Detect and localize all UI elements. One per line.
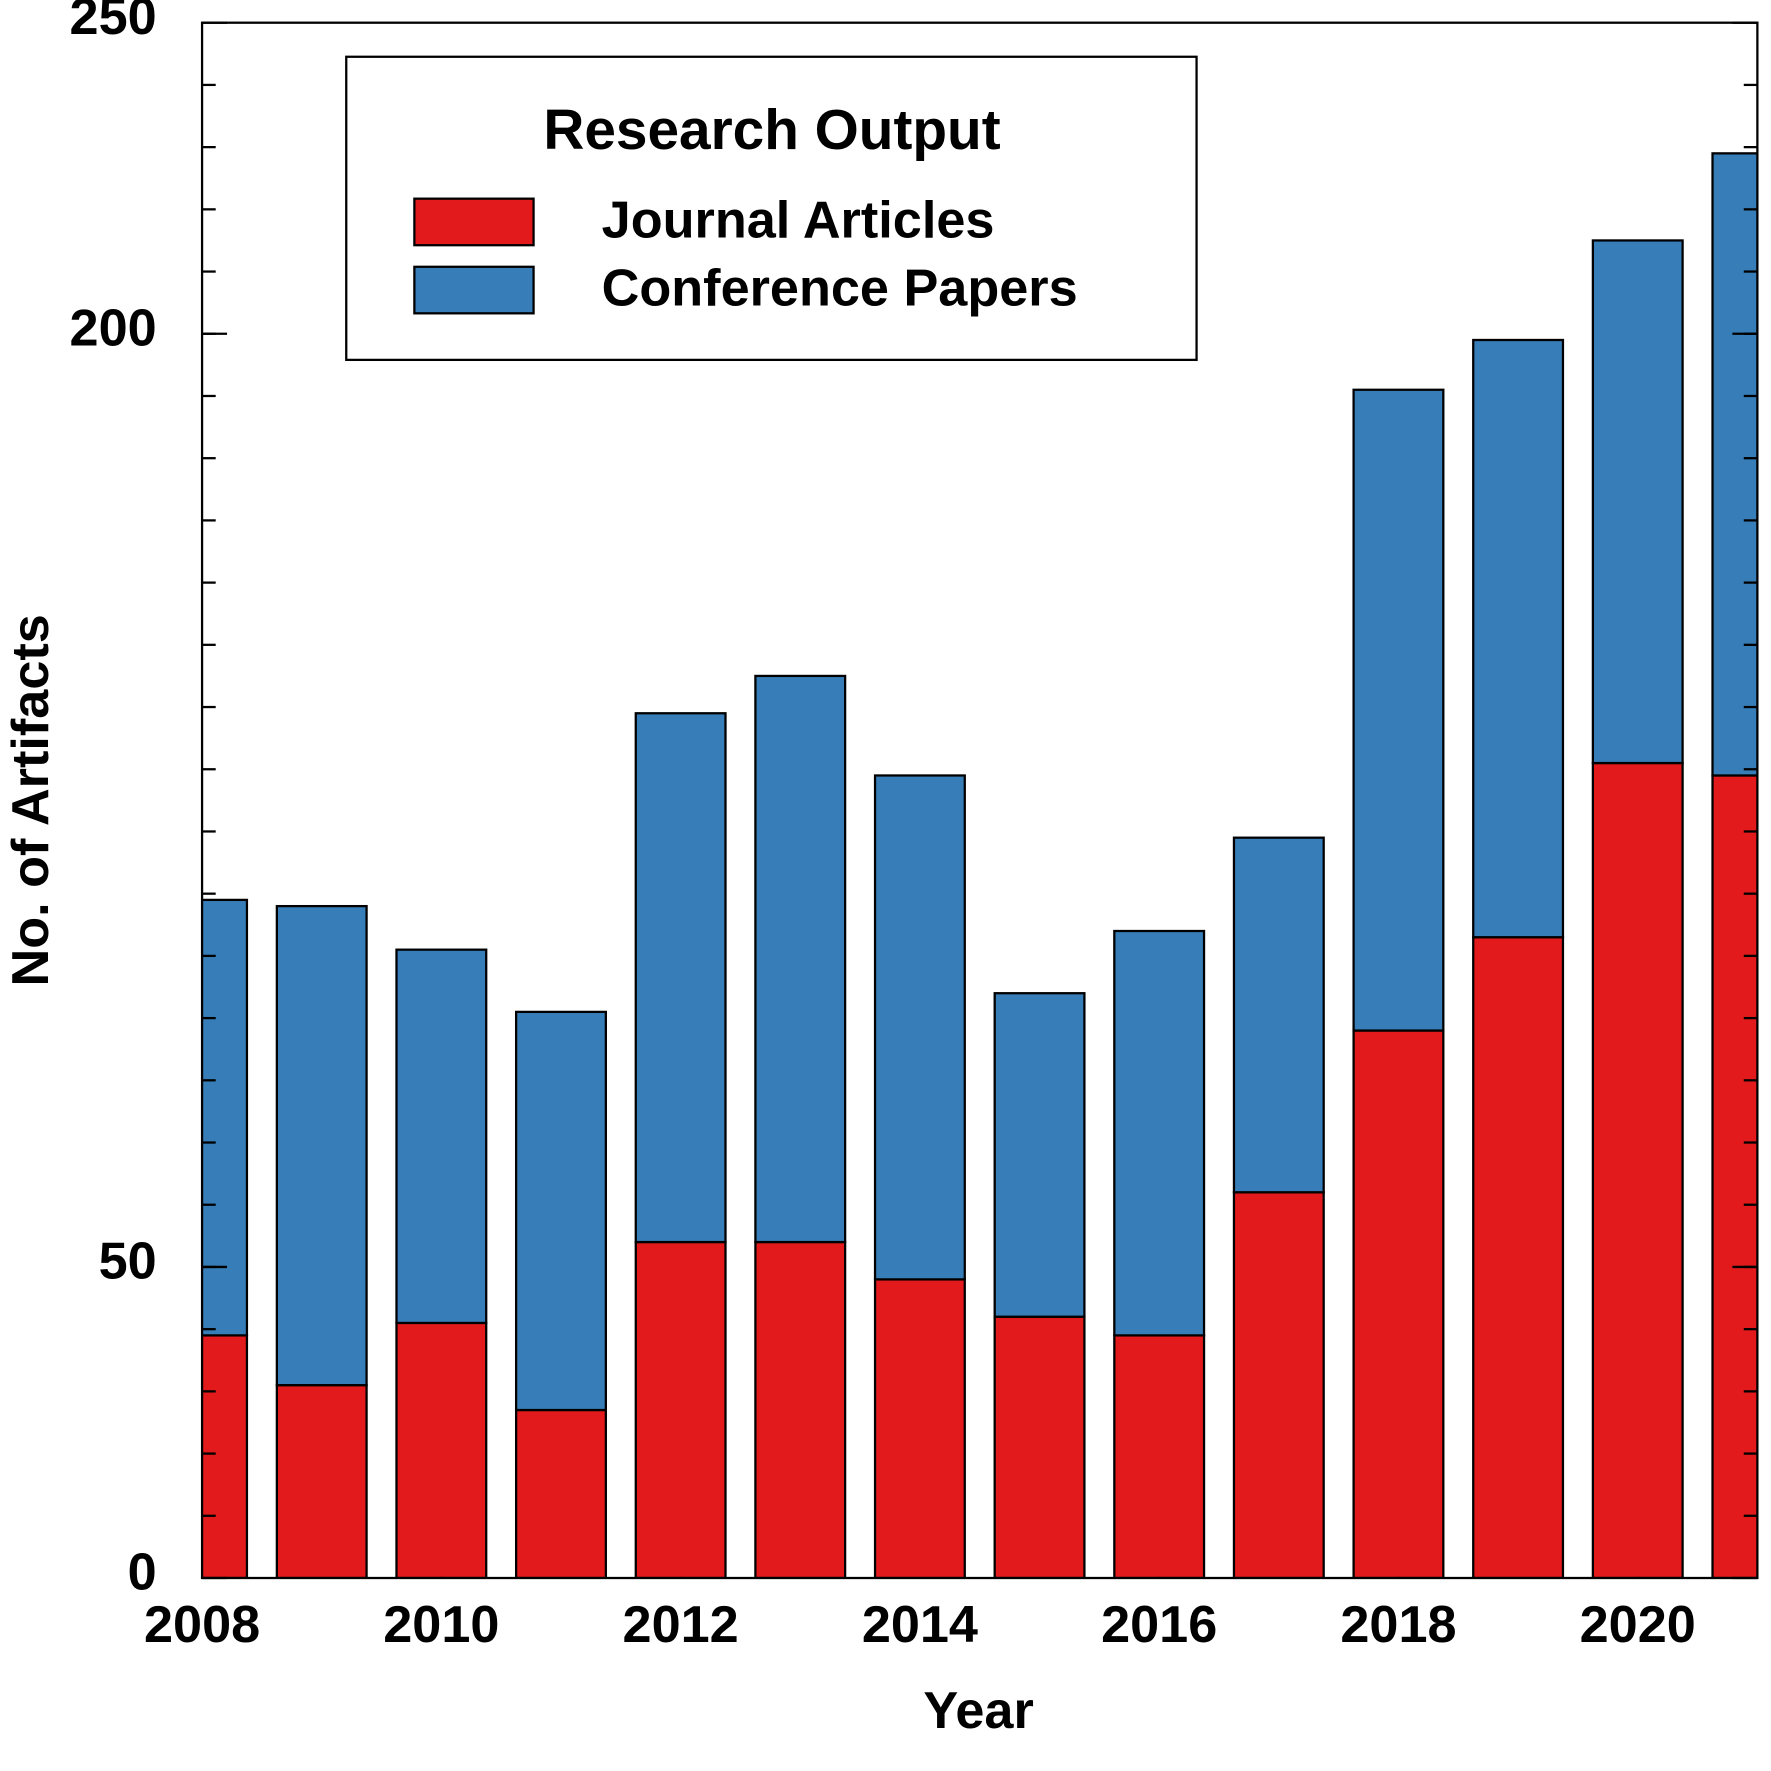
bar-segment <box>993 992 1086 1318</box>
x-tick-label: 2008 <box>144 1596 260 1654</box>
x-tick-label: 2010 <box>383 1596 499 1654</box>
bar-segment <box>1232 1191 1325 1579</box>
bar-segment <box>1113 1334 1206 1579</box>
x-tick-label: 2014 <box>862 1596 978 1654</box>
legend-swatch <box>413 197 535 247</box>
bar-segment <box>1113 929 1206 1337</box>
bar-segment <box>1352 1029 1445 1579</box>
bar-segment <box>514 1010 607 1412</box>
x-tick-label: 2012 <box>623 1596 739 1654</box>
bar-segment <box>202 1334 249 1579</box>
legend: Research Output Journal Articles Conferen… <box>345 55 1198 362</box>
x-tick-label: 2016 <box>1101 1596 1217 1654</box>
bar-segment <box>993 1315 1086 1579</box>
y-tick-label: 200 <box>70 299 157 357</box>
legend-label: Journal Articles <box>602 191 995 249</box>
bar-segment <box>395 948 488 1325</box>
bar-segment <box>1591 761 1684 1579</box>
plot-area <box>202 152 1758 1579</box>
plot-frame <box>200 21 1759 1580</box>
bar-segment <box>873 774 966 1281</box>
y-tick-label: 50 <box>99 1232 157 1290</box>
y-tick-label: 0 <box>128 1544 157 1602</box>
y-axis-label: No. of Artifacts <box>2 614 60 986</box>
bar-segment <box>1711 774 1758 1579</box>
bar-segment <box>275 1384 368 1579</box>
bar-segment <box>634 1240 727 1579</box>
legend-title: Research Output <box>543 99 1000 162</box>
bar-segment <box>395 1321 488 1579</box>
bar-segment <box>1232 836 1325 1194</box>
x-axis-label: Year <box>923 1682 1033 1740</box>
x-tick-label: 2020 <box>1580 1596 1696 1654</box>
bar-segment <box>1591 239 1684 765</box>
bar-segment <box>754 1240 847 1579</box>
bar-segment <box>634 712 727 1244</box>
bar-segment <box>1352 388 1445 1032</box>
bar-segment <box>873 1278 966 1579</box>
bar-segment <box>514 1408 607 1579</box>
legend-swatch <box>413 265 535 315</box>
bar-segment <box>1472 936 1565 1579</box>
legend-label: Conference Papers <box>602 260 1078 318</box>
bar-segment <box>1711 152 1758 777</box>
y-tick-label: 250 <box>70 0 157 46</box>
bar-segment <box>1472 338 1565 939</box>
bar-segment <box>754 674 847 1244</box>
bar-segment <box>202 898 249 1337</box>
x-tick-label: 2018 <box>1340 1596 1456 1654</box>
bar-segment <box>275 904 368 1387</box>
